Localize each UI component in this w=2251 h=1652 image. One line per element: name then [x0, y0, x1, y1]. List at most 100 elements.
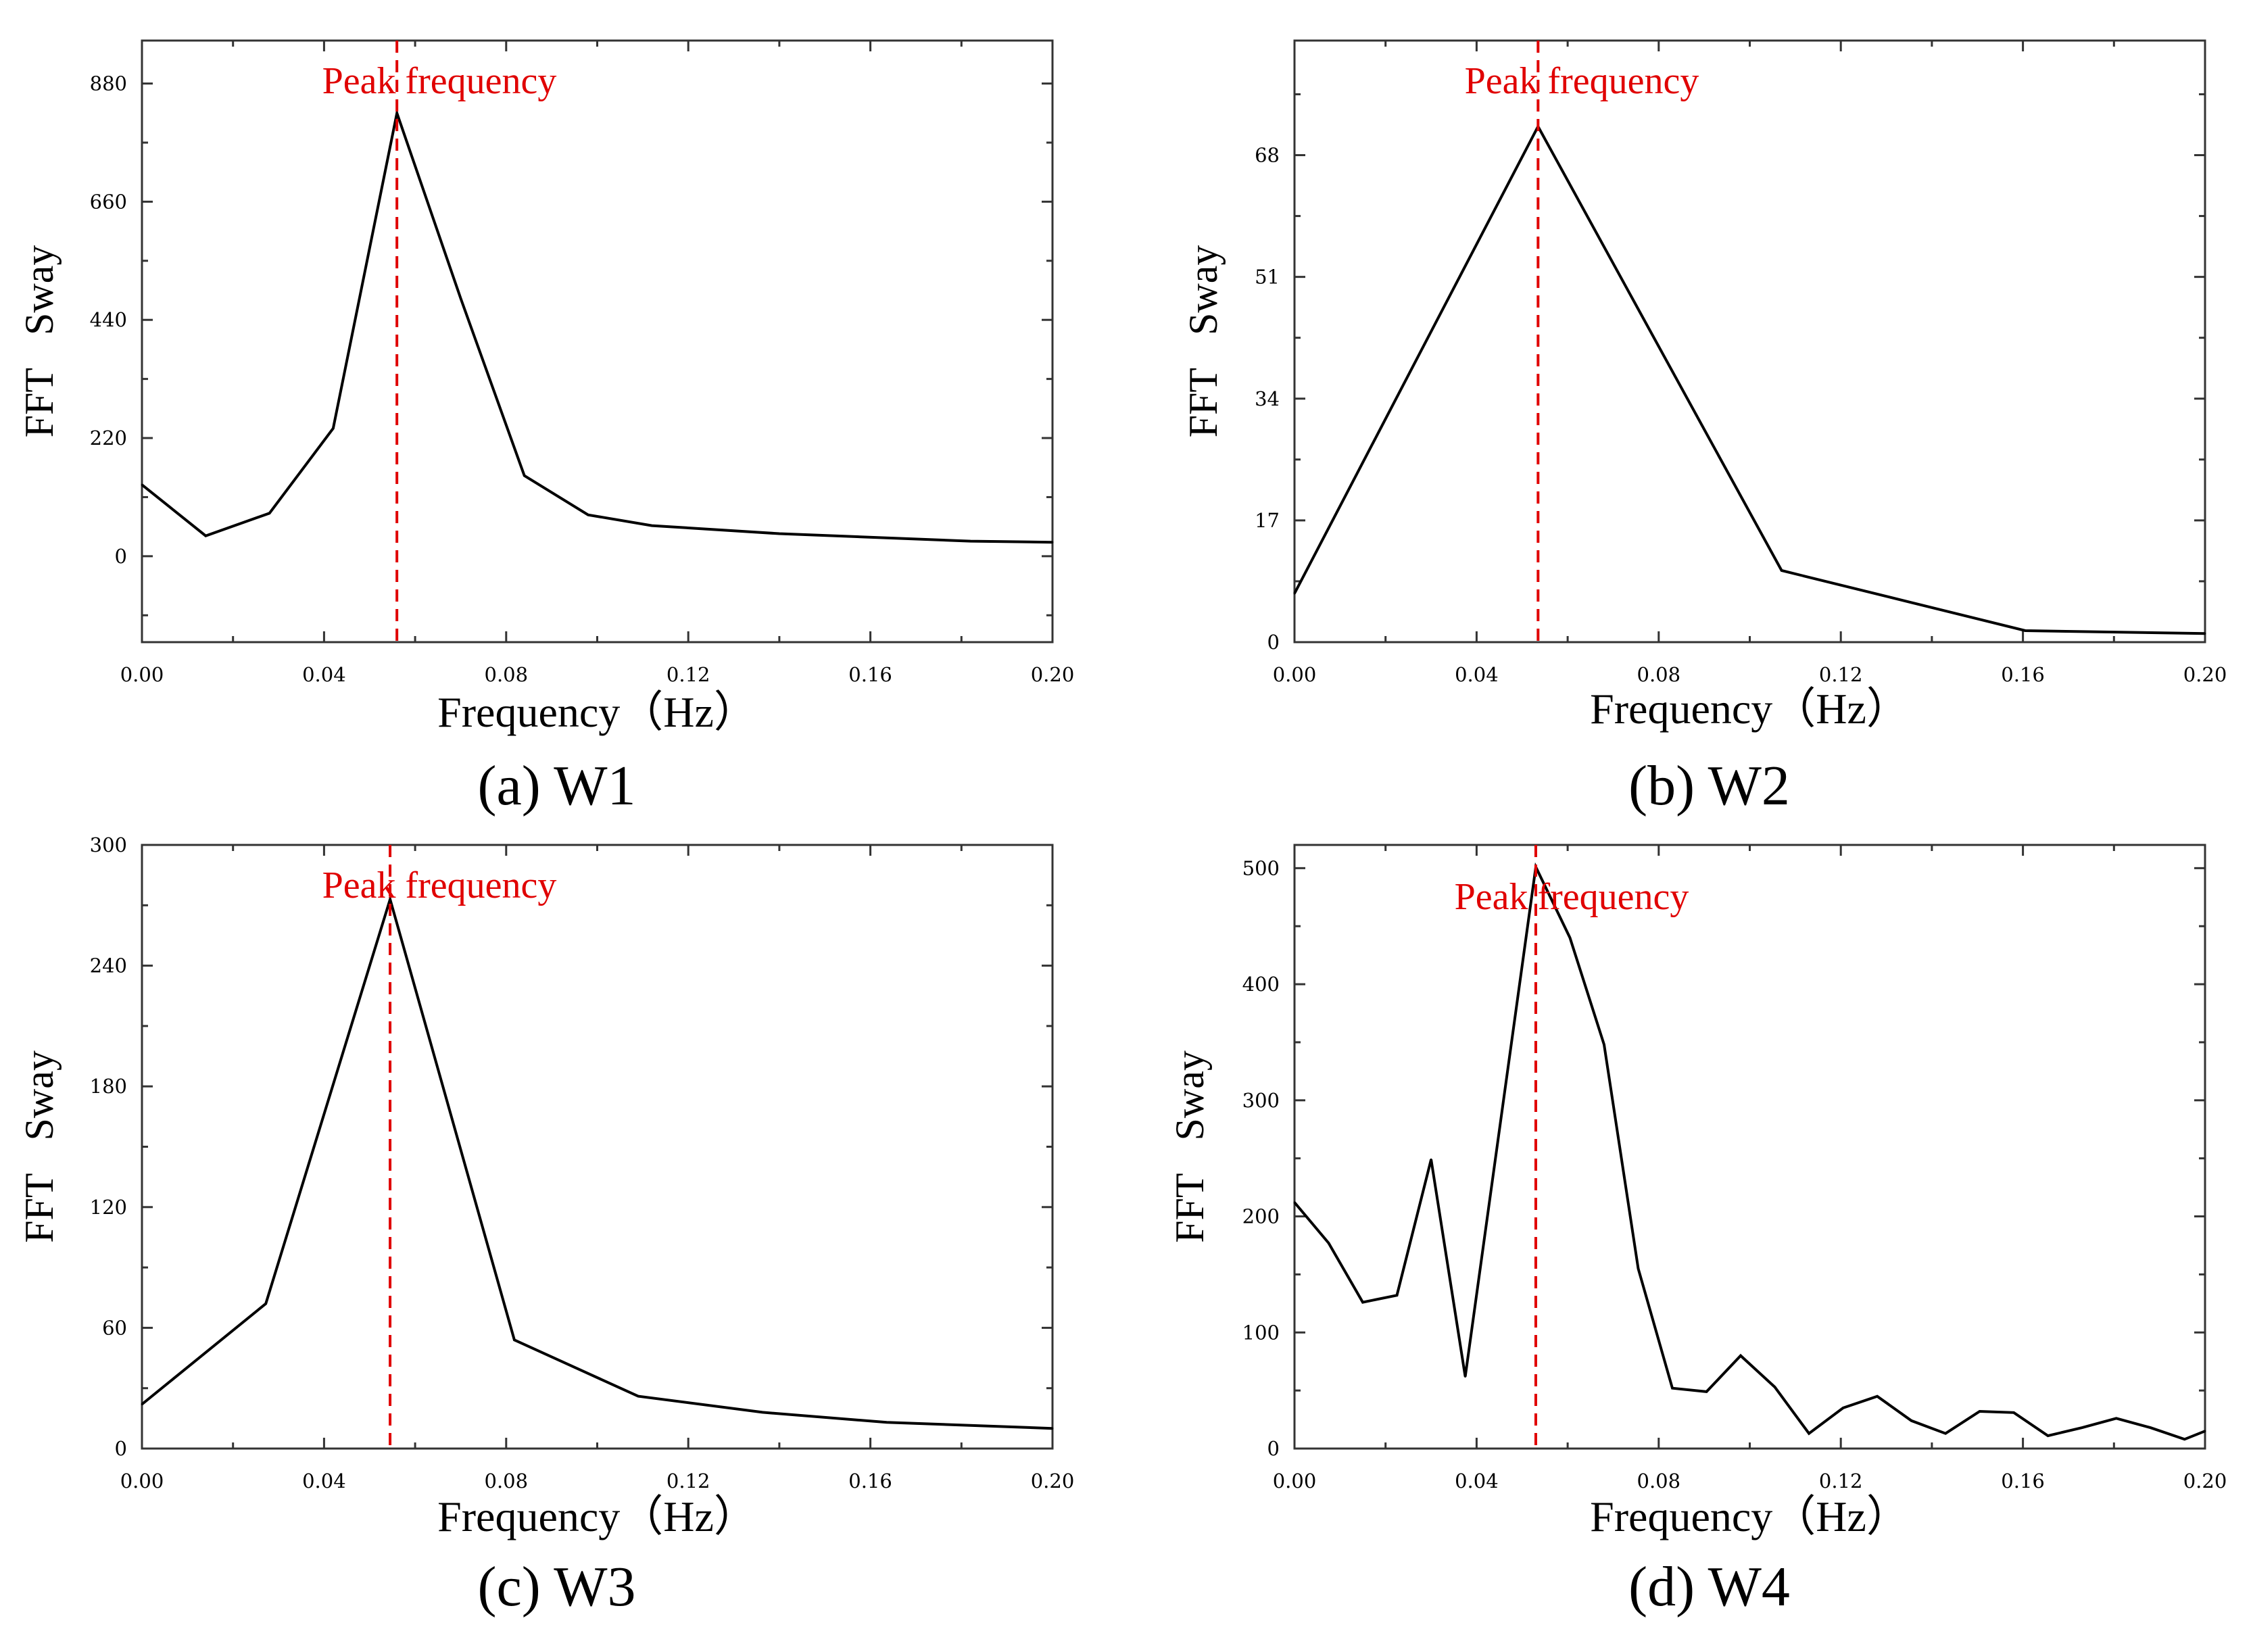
data-point	[1051, 1427, 1054, 1430]
subplot-w1: 0.00 0.04 0.08 0.12 0.16 0.20 0 220 440 660 880 Pea…	[17, 39, 1074, 817]
data-point	[1910, 1419, 1913, 1422]
x-tick-label: 0.08	[1637, 663, 1681, 686]
plot-frame	[141, 844, 1054, 1450]
x-tick-label: 0.12	[667, 663, 710, 686]
data-point	[1774, 1386, 1776, 1388]
peak-frequency-annotation: Peak frequency	[1455, 876, 1689, 918]
y-axis-label-part: Sway	[17, 1050, 62, 1140]
subplot-caption: (c) W3	[478, 1555, 636, 1618]
data-point	[2047, 1434, 2050, 1437]
peak-frequency-annotation: Peak frequency	[322, 60, 557, 102]
data-point	[1842, 1407, 1845, 1409]
y-tick-label: 300	[1242, 1089, 1280, 1112]
y-axis-label-part: Sway	[17, 245, 62, 335]
data-point	[761, 1411, 764, 1413]
data-point	[2024, 629, 2027, 632]
y-tick-label: 51	[1255, 266, 1280, 289]
data-point	[778, 532, 781, 535]
x-tick-label: 0.16	[848, 663, 892, 686]
y-axis-label: FFT Sway	[17, 245, 62, 438]
data-point	[513, 1338, 516, 1341]
series-line	[141, 894, 1053, 1430]
series-line	[1293, 862, 2206, 1441]
data-point	[1876, 1395, 1879, 1398]
data-point	[1637, 1267, 1639, 1270]
data-point	[1293, 1201, 1296, 1204]
subplot-w3: 0.00 0.04 0.08 0.12 0.16 0.20 0 60 120 180 240 300 P…	[17, 833, 1074, 1618]
y-axis-label-part: Sway	[1181, 245, 1226, 335]
x-tick-label: 0.08	[485, 1469, 529, 1492]
y-tick-label: 0	[115, 545, 127, 568]
peak-frequency-annotation: Peak frequency	[322, 865, 557, 906]
x-tick-label: 0.16	[848, 1469, 892, 1492]
data-point	[395, 112, 398, 114]
y-tick-label: 180	[90, 1075, 127, 1098]
data-point	[2204, 1430, 2206, 1432]
data-point	[1464, 1376, 1467, 1378]
x-tick-label: 0.20	[2183, 663, 2227, 686]
data-point	[389, 898, 391, 900]
y-tick-label: 68	[1255, 144, 1280, 167]
data-point	[2204, 632, 2206, 635]
data-point	[1808, 1432, 1810, 1435]
y-axis-label: FFT Sway	[17, 1050, 62, 1243]
x-tick-label: 0.20	[1031, 1469, 1075, 1492]
peak-frequency-annotation: Peak frequency	[1465, 60, 1699, 102]
data-point	[2012, 1411, 2015, 1414]
data-point	[1293, 592, 1296, 595]
data-point	[2115, 1417, 2118, 1419]
y-tick-label: 120	[90, 1196, 127, 1219]
x-tick-label: 0.08	[485, 663, 529, 686]
data-point	[204, 535, 207, 537]
x-tick-label: 0.16	[2001, 1469, 2045, 1492]
y-axis-label-part: FFT	[1167, 1173, 1212, 1242]
y-tick-label: 400	[1242, 973, 1280, 996]
y-tick-label: 440	[90, 308, 127, 331]
y-tick-label: 60	[102, 1316, 127, 1339]
data-point	[1568, 936, 1571, 939]
y-tick-label: 100	[1242, 1321, 1280, 1344]
y-tick-label: 660	[90, 190, 127, 213]
y-tick-label: 0	[1267, 1437, 1280, 1460]
data-point	[1051, 541, 1054, 543]
y-tick-label: 500	[1242, 856, 1280, 879]
data-point	[2081, 1426, 2083, 1429]
data-point	[141, 483, 143, 486]
data-point	[2149, 1426, 2152, 1429]
subplot-caption: (d) W4	[1628, 1555, 1790, 1618]
x-tick-label: 0.20	[2183, 1469, 2227, 1492]
y-axis-label-part: FFT	[17, 1173, 62, 1242]
subplot-caption: (b) W2	[1628, 754, 1790, 817]
x-tick-label: 0.00	[120, 1469, 164, 1492]
data-point	[1328, 1242, 1330, 1244]
x-tick-label: 0.04	[302, 1469, 346, 1492]
data-point	[1361, 1301, 1364, 1304]
data-point	[459, 297, 462, 299]
data-point	[1739, 1355, 1742, 1357]
subplot-w2: 0.00 0.04 0.08 0.12 0.16 0.20 0 17 34 51 68 Peak fr…	[1181, 39, 2227, 817]
x-axis-label: Frequency（Hz）	[437, 1492, 757, 1540]
x-axis-label: Frequency（Hz）	[1590, 685, 1910, 733]
plot-frame	[1293, 844, 2206, 1450]
y-axis-label-part: FFT	[17, 368, 62, 437]
y-axis-label: FFT Sway	[1181, 245, 1226, 438]
data-point	[1396, 1294, 1399, 1296]
y-tick-label: 220	[90, 427, 127, 450]
data-point	[141, 1403, 143, 1406]
x-tick-label: 0.12	[1819, 663, 1863, 686]
y-tick-label: 0	[1267, 631, 1280, 654]
data-point	[1944, 1432, 1947, 1435]
series-line	[1293, 123, 2206, 635]
x-tick-label: 0.00	[120, 663, 164, 686]
data-point	[1603, 1043, 1605, 1046]
data-point	[523, 475, 526, 477]
data-point	[1430, 1158, 1432, 1161]
x-tick-label: 0.12	[667, 1469, 710, 1492]
x-tick-label: 0.16	[2001, 663, 2045, 686]
x-tick-label: 0.04	[1455, 1469, 1499, 1492]
subplot-w4: 0.00 0.04 0.08 0.12 0.16 0.20 0 100 200 300 400 500…	[1167, 844, 2227, 1618]
data-point	[268, 512, 271, 514]
y-tick-label: 300	[90, 833, 127, 856]
data-point	[886, 1421, 888, 1424]
